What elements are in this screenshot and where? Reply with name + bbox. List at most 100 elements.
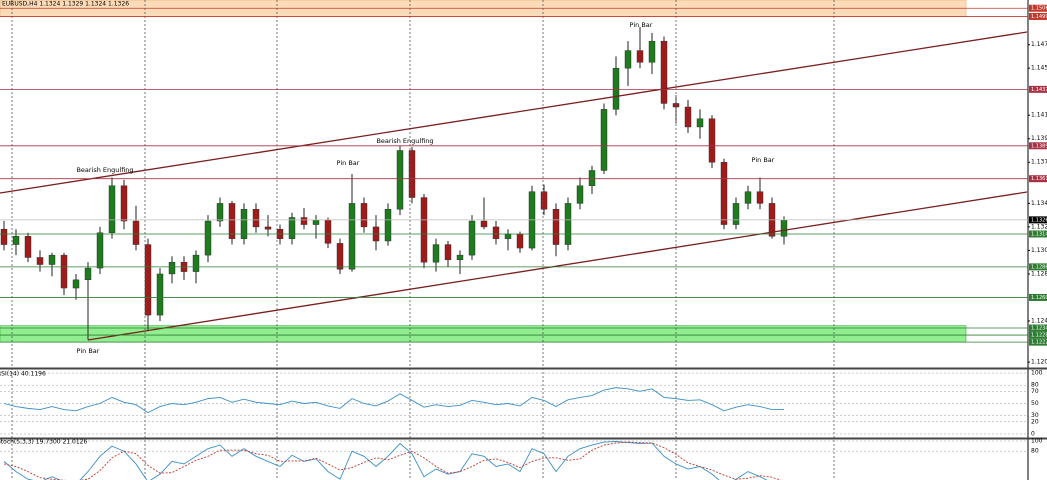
level-tag-label: 1.1437 [1031,87,1047,93]
candle-body [396,150,404,210]
level-tag-label: 1.1506 [1031,6,1047,12]
indicator-panel [0,440,1028,480]
y-tick-label: 1.1205 [1031,359,1047,366]
candle-body [684,106,692,128]
level-tag [1029,324,1047,332]
period-separators [11,0,835,480]
candle-body [24,236,32,258]
candle-body [540,191,548,210]
indicator-tick-label: 80 [1031,382,1039,389]
candle-body [408,150,416,198]
candle-body [708,118,716,163]
y-tick-label: 1.1475 [1031,41,1047,48]
candle-body [564,203,572,245]
candle-body [432,244,440,263]
level-tag [1029,85,1047,93]
level-tag [1029,230,1047,238]
annotation: Pin Bar [630,21,653,29]
annotation: Bearish Engulfing [76,166,133,174]
y-tick-label: 1.1455 [1031,65,1047,72]
candle-body [60,254,68,289]
candle-body [480,220,488,228]
candle-body [516,233,524,249]
candle-body [0,229,8,245]
candle-body [576,185,584,204]
candle-body [492,226,500,239]
indicator-tick-label: 100 [1031,370,1043,377]
level-tag-label: 1.1228 [1031,333,1047,339]
candle-body [744,191,752,204]
candle-body [420,197,428,263]
candle-body [264,226,272,230]
candle-body [552,209,560,245]
candle-body [720,162,728,225]
indicator-tick-label: 0 [1031,431,1035,438]
level-tag-label: 1.1260 [1031,295,1047,301]
indicator-line [3,387,785,414]
level-tag [1029,263,1047,271]
current-price-label: 1.1326 [1031,217,1047,223]
candle-body [132,220,140,245]
candle-body [756,191,764,204]
indicator-title: RSI(14) 40.1196 [0,371,46,378]
candle-body [240,209,248,239]
candle-body [612,67,620,110]
indicator-tick-label: 70 [1031,388,1039,395]
candle-body [48,254,56,265]
candle-body [696,118,704,128]
trendlines [0,31,1028,341]
candle-body [312,219,320,225]
level-tag [1029,338,1047,346]
indicator-line [3,441,782,480]
indicator-tick-label: 20 [1031,418,1039,425]
level-tag-label: 1.1314 [1031,231,1047,237]
y-tick-label: 1.1375 [1031,159,1047,166]
candle-body [336,243,344,270]
indicator-title: Stoch(5,3,3) 19.7300 21.0126 [0,439,88,446]
indicator-line [3,441,768,480]
candle-body [600,109,608,171]
level-tag [1029,12,1047,20]
candle-body [324,219,332,244]
candle-body [648,40,656,63]
candle-body [636,50,644,63]
candle-body [108,185,116,233]
candle-body [504,233,512,239]
candle-body [348,203,356,270]
candle-body [96,232,104,269]
level-tag [1029,175,1047,183]
level-tag [1029,4,1047,12]
candle-body [252,209,260,228]
level-tag-label: 1.1234 [1031,326,1047,332]
y-tick-label: 1.1415 [1031,112,1047,119]
candle-body [732,203,740,225]
candle-body [456,254,464,261]
candle-body [228,203,236,239]
chart-title: EURUSD,H4 1.1324 1.1329 1.1324 1.1326 [2,1,129,8]
level-tag [1029,142,1047,150]
candle-body [288,217,296,239]
y-tick-label: 1.1300 [1031,247,1047,254]
candle-body [216,203,224,222]
candle-body [120,185,128,222]
current-price-tag [1029,216,1047,224]
indicator-tick-label: 50 [1031,400,1039,407]
candle-body [360,203,368,228]
candle-body [444,244,452,261]
candle-body [468,220,476,256]
candle-body [300,217,308,225]
level-tag-label: 1.1389 [1031,143,1047,149]
level-tag [1029,293,1047,301]
annotation: Pin Bar [337,159,360,167]
y-tick-label: 1.1280 [1031,270,1047,277]
indicator-tick-label: 100 [1031,438,1043,445]
level-tag-label: 1.1361 [1031,176,1047,182]
y-tick-label: 1.1340 [1031,200,1047,207]
candle-body [204,220,212,256]
candle-body [624,50,632,69]
y-tick-label: 1.1395 [1031,135,1047,142]
annotation: Bearish Engulfing [376,137,433,145]
level-tag-label: 1.1286 [1031,264,1047,270]
candle-body [168,261,176,275]
